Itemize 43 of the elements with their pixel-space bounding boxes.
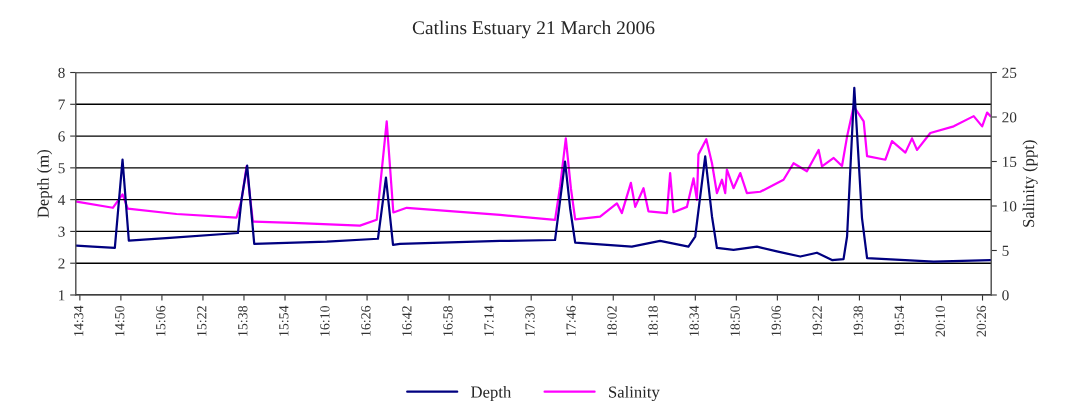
y-tick-label: 6 <box>58 131 65 142</box>
x-tick-label: 15:22 <box>197 306 207 336</box>
x-tick-label: 14:50 <box>114 305 125 336</box>
y2-axis-title: Salinity (ppt) <box>1022 140 1038 227</box>
y-tick-label: 2 <box>58 258 65 269</box>
y-tick-label: 3 <box>58 226 65 237</box>
y2-tick-label: 5 <box>1002 245 1009 256</box>
x-tick-label: 16:42 <box>402 306 412 336</box>
y-tick-label: 1 <box>59 290 65 301</box>
x-tick-label: 19:54 <box>894 305 904 336</box>
y2-tick-label: 20 <box>1002 112 1017 123</box>
x-tick-label: 19:06 <box>771 305 781 336</box>
line-series <box>75 86 992 263</box>
x-tick-label: 15:38 <box>238 305 248 336</box>
y-tick-label: 5 <box>58 163 65 174</box>
x-tick-label: 17:30 <box>525 305 535 336</box>
y-tick-label: 8 <box>58 67 65 78</box>
y2-tick-label: 15 <box>1003 156 1017 167</box>
x-tick-label: 18:02 <box>607 306 617 336</box>
x-tick-label: 14:34 <box>74 305 84 336</box>
y-tick-label: 7 <box>58 99 65 110</box>
x-tick-label: 17:46 <box>566 305 576 336</box>
x-tick-label: 15:54 <box>279 305 289 336</box>
x-tick-label: 16:26 <box>361 305 371 336</box>
x-tick-label: 16:10 <box>320 305 330 336</box>
legend-label: Salinity <box>609 385 660 402</box>
chart-title: Catlins Estuary 21 March 2006 <box>412 20 655 39</box>
x-tick-label: 15:06 <box>156 305 166 336</box>
x-tick-label: 20:26 <box>976 305 987 337</box>
x-tick-label: 16:58 <box>443 305 453 336</box>
x-tick-label: 18:18 <box>648 305 658 336</box>
y-tick-label: 4 <box>58 194 66 205</box>
x-tick-label: 20:10 <box>935 305 946 337</box>
legend-label: Depth <box>471 385 512 402</box>
y-axis-title: Depth (m) <box>37 150 53 218</box>
y2-tick-label: 25 <box>1002 67 1017 78</box>
x-tick-label: 18:50 <box>730 305 740 336</box>
y2-tick-label: 10 <box>1003 201 1017 212</box>
x-tick-label: 19:22 <box>812 306 822 336</box>
x-tick-label: 17:14 <box>484 305 494 336</box>
y2-tick-label: 0 <box>1002 290 1009 301</box>
x-tick-label: 18:34 <box>689 305 699 336</box>
x-tick-label: 19:38 <box>853 305 863 336</box>
